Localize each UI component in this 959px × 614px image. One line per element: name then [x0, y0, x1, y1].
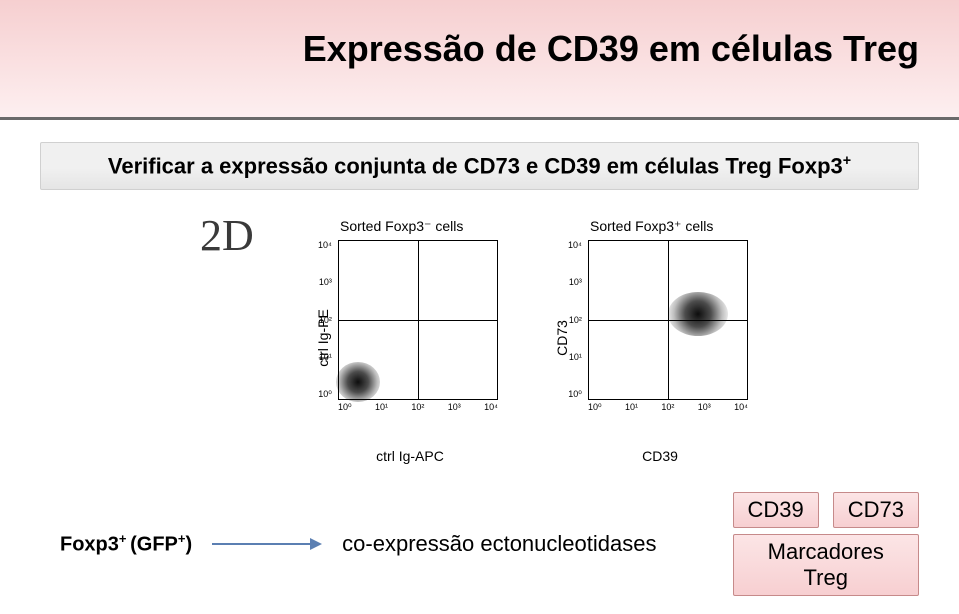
tick: 10³ [448, 402, 461, 413]
tick: 10¹ [319, 352, 332, 362]
plot-right-xlabel: CD39 [642, 448, 678, 464]
plot-left: Sorted Foxp3⁻ cells ctrl Ig-PE 10⁰ 10¹ 1… [300, 218, 520, 458]
tick: 10⁰ [568, 389, 582, 400]
plot-right: Sorted Foxp3⁺ cells CD73 10⁰ 10¹ 10² 10³… [550, 218, 770, 458]
tick: 10² [661, 402, 674, 413]
plots-container: Sorted Foxp3⁻ cells ctrl Ig-PE 10⁰ 10¹ 1… [300, 218, 770, 458]
tick: 10⁴ [734, 402, 748, 413]
plot-right-frame [588, 240, 748, 400]
subheader-sup: + [843, 153, 851, 169]
tick: 10⁰ [338, 402, 352, 413]
tick: 10⁴ [568, 240, 582, 250]
tick: 10⁰ [588, 402, 602, 413]
foxp-base: Foxp3 [60, 534, 119, 556]
panel-label-2d: 2D [200, 210, 254, 261]
badge-cd73: CD73 [833, 492, 919, 528]
badge-row-top: CD39 CD73 [733, 492, 920, 528]
page-title: Expressão de CD39 em células Treg [303, 28, 919, 70]
plot-left-xticks: 10⁰ 10¹ 10² 10³ 10⁴ [338, 402, 498, 413]
foxp-label: Foxp3+ (GFP+) [60, 531, 192, 557]
tick: 10⁰ [318, 389, 332, 400]
badge-markers-l2: Treg [804, 565, 848, 590]
foxp-sup: + [119, 531, 130, 546]
tick: 10² [569, 315, 582, 325]
tick: 10³ [698, 402, 711, 413]
plot-left-cluster [336, 362, 380, 402]
plot-left-title: Sorted Foxp3⁻ cells [340, 218, 463, 235]
subheader-text: Verificar a expressão conjunta de CD73 e… [108, 153, 843, 178]
badge-markers: Marcadores Treg [733, 534, 920, 596]
subheader: Verificar a expressão conjunta de CD73 e… [40, 142, 919, 190]
plot-left-frame [338, 240, 498, 400]
tick: 10¹ [569, 352, 582, 362]
tick: 10³ [569, 277, 582, 287]
coexpression-text: co-expressão ectonucleotidases [342, 531, 656, 557]
plot-right-yticks: 10⁰ 10¹ 10² 10³ 10⁴ [568, 240, 582, 400]
tick: 10² [319, 315, 332, 325]
plot-right-xticks: 10⁰ 10¹ 10² 10³ 10⁴ [588, 402, 748, 413]
quad-hline [339, 320, 497, 321]
tick: 10² [411, 402, 424, 413]
tick: 10¹ [625, 402, 638, 413]
arrow-icon [212, 536, 322, 552]
tick: 10⁴ [484, 402, 498, 413]
badges-group: CD39 CD73 Marcadores Treg [733, 492, 920, 596]
footer-row: Foxp3+ (GFP+) co-expressão ectonucleotid… [60, 492, 919, 596]
badge-cd39: CD39 [733, 492, 819, 528]
tick: 10⁴ [318, 240, 332, 250]
foxp-gfp: (GFP [130, 534, 178, 556]
plot-right-cluster [668, 292, 728, 336]
foxp-gfp-sup: + [178, 531, 186, 546]
plot-left-yticks: 10⁰ 10¹ 10² 10³ 10⁴ [318, 240, 332, 400]
tick: 10³ [319, 277, 332, 287]
tick: 10¹ [375, 402, 388, 413]
badge-markers-l1: Marcadores [768, 539, 884, 564]
foxp-close: ) [186, 534, 193, 556]
plot-left-xlabel: ctrl Ig-APC [376, 448, 444, 464]
plot-right-title: Sorted Foxp3⁺ cells [590, 218, 713, 235]
